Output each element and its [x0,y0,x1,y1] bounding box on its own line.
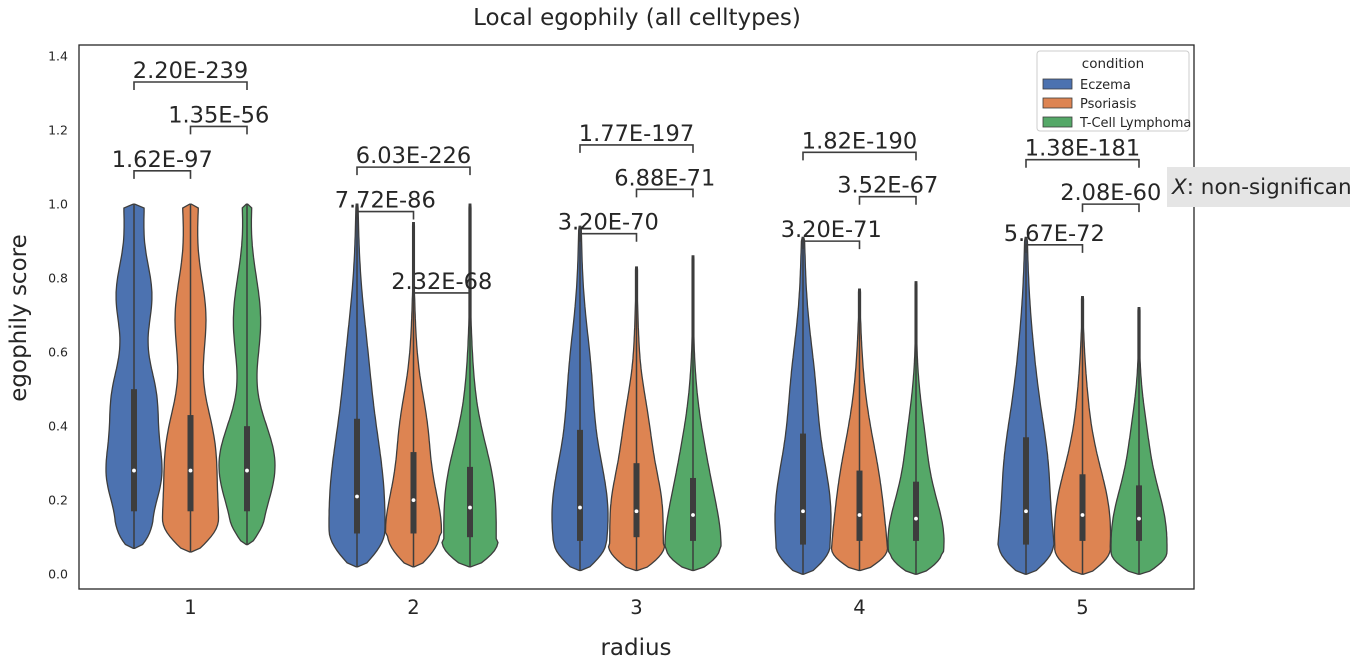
significance-note: X: non-significant [1167,167,1351,207]
violin-median [1024,509,1028,514]
significance-note-label: : non-significant [1187,175,1351,200]
violin-median [801,509,805,514]
x-tick-label: 5 [1076,596,1088,619]
violin-iqr-box [800,433,806,545]
significance-bracket [133,81,248,91]
x-tick-label: 1 [184,596,196,619]
y-tick-label: 0.6 [48,345,68,360]
violins-layer [105,203,1168,575]
significance-bracket [133,170,192,179]
x-tick-label: 2 [407,596,419,619]
significance-label: 3.52E-67 [837,173,938,199]
violin-iqr-box [633,463,640,538]
significance-label: 5.67E-72 [1004,221,1105,247]
violin-iqr-box [131,389,137,512]
significance-label: 1.82E-190 [802,128,917,154]
violin-iqr-box [913,481,919,541]
chart-title: Local egophily (all celltypes) [473,5,801,31]
violin-iqr-box [410,452,417,534]
significance-bracket [579,144,694,153]
violin-iqr-box [1023,437,1029,545]
violin-median [132,468,136,473]
legend-label: Eczema [1080,78,1131,93]
significance-label: 3.20E-71 [781,217,882,243]
violin-median [245,468,249,473]
violin-median [355,494,359,499]
violin-median [691,513,695,517]
x-tick-label: 4 [853,596,865,619]
y-tick-label: 0.8 [48,271,68,286]
x-axis: 1 2 3 4 5 [184,596,1088,619]
significance-label: 7.72E-86 [335,188,436,214]
significance-bracket [802,240,861,250]
violin-iqr-box [690,477,696,541]
y-tick-label: 1.0 [48,197,68,212]
significance-bracket [802,151,917,161]
violin-iqr-box [354,418,360,534]
violin-iqr-box [577,429,583,541]
significance-label: 1.62E-97 [112,147,213,173]
significance-bracket [858,195,917,205]
significance-label: 2.08E-60 [1060,180,1161,206]
significance-note-box [1167,167,1350,207]
legend-swatch [1042,97,1073,109]
y-tick-label: 1.2 [48,123,68,138]
significance-note-text: X: non-significant [1171,175,1351,200]
significance-bracket [635,188,694,198]
violin-median [634,509,639,514]
violin-median [857,513,862,517]
violin-median [914,516,918,521]
y-tick-label: 0.4 [48,419,68,434]
violin-median [1137,516,1141,521]
violin-median [188,468,193,473]
violin-iqr-box [467,466,473,538]
significance-brackets: 1.62E-97 1.35E-56 2.20E-239 7.72E-86 2.32E-6… [112,58,1161,301]
significance-label: 6.03E-226 [356,143,471,169]
violin-iqr-box [187,415,194,512]
violin-iqr-box [1136,485,1142,541]
legend-label: T-Cell Lymphoma [1079,116,1191,131]
significance-label: 1.38E-181 [1025,136,1140,162]
y-tick-label: 0.0 [48,567,68,582]
violin-median [468,505,472,510]
violin-iqr-box [856,470,863,541]
y-tick-label: 0.2 [48,493,68,508]
violin-median [411,498,416,503]
significance-bracket [579,232,638,242]
legend-swatch [1042,116,1073,128]
significance-note-symbol: X [1171,175,1188,200]
significance-bracket [1025,158,1140,168]
significance-bracket [1081,203,1140,213]
violin-iqr-box [1079,474,1086,541]
significance-bracket [1025,244,1084,253]
legend-label: Psoriasis [1080,97,1137,112]
significance-label: 6.88E-71 [614,165,715,191]
significance-bracket [189,125,248,135]
legend-swatch [1042,78,1073,90]
significance-label: 3.20E-70 [558,210,659,236]
significance-label: 2.20E-239 [133,58,248,84]
violin-median [1080,513,1085,517]
legend-frame [1036,50,1190,132]
significance-label: 1.77E-197 [579,121,694,147]
y-tick-label: 1.4 [48,49,68,64]
significance-bracket [356,166,471,176]
significance-label: 2.32E-68 [391,269,492,295]
x-axis-label: radius [600,635,671,661]
significance-bracket [356,210,415,220]
significance-bracket [412,292,471,301]
legend-items: Eczema Psoriasis T-Cell Lymphoma [1042,78,1191,131]
significance-label: 1.35E-56 [168,102,269,128]
y-axis: 0.0 0.2 0.4 0.6 0.8 1.0 1.2 1.4 [48,49,68,582]
violin-median [578,505,582,510]
legend-title: condition [1082,56,1144,72]
plot-area [78,44,1195,590]
legend: condition Eczema Psoriasis T-Cell Lymphoma [1036,50,1191,132]
y-axis-label: egophily score [6,234,32,402]
x-tick-label: 3 [630,596,642,619]
